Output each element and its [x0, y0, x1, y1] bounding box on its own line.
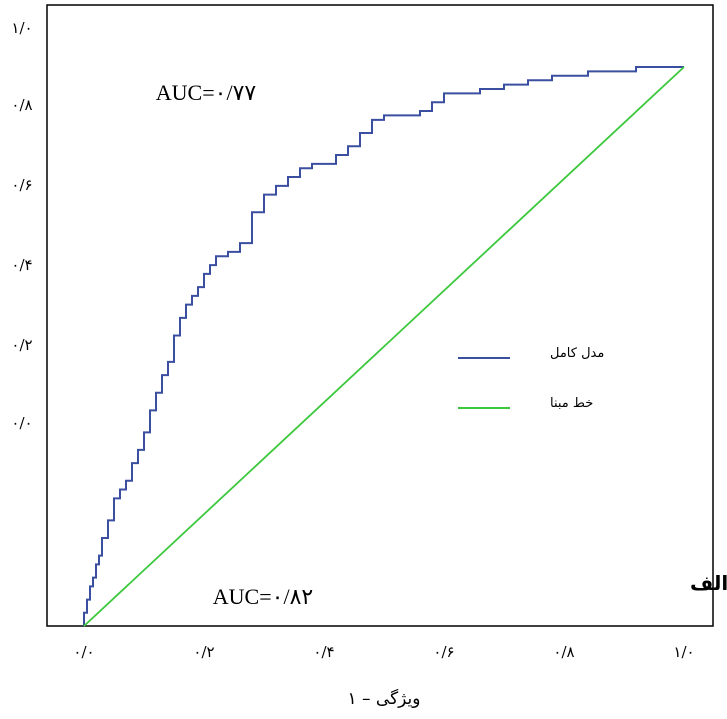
y-tick-labels: ۰/۰ ۰/۲ ۰/۴ ۰/۶ ۰/۸ ۱/۰: [11, 19, 32, 432]
legend: مدل کامل خط مبنا: [458, 346, 604, 411]
x-tick-label: ۱/۰: [673, 643, 694, 661]
x-tick-label: ۰/۲: [193, 643, 214, 661]
x-tick-label: ۰/۸: [553, 643, 574, 661]
legend-label: مدل کامل: [550, 346, 604, 361]
y-tick-label: ۰/۴: [11, 256, 32, 274]
series-line-baseline: [83, 66, 685, 627]
x-axis-label: ویژگی – ۱: [347, 688, 420, 709]
x-tick-label: ۰/۴: [313, 643, 334, 661]
series-layer: [83, 66, 685, 627]
y-tick-label: ۰/۶: [11, 176, 32, 194]
auc-annotation: AUC=۰/۷۷: [156, 80, 257, 105]
auc-annotation: AUC=۰/۸۲: [213, 584, 313, 609]
x-tick-labels: ۰/۰ ۰/۲ ۰/۴ ۰/۶ ۰/۸ ۱/۰: [73, 643, 694, 661]
series-line-full-model: [83, 66, 684, 626]
legend-label: خط مبنا: [550, 396, 593, 411]
x-tick-label: ۰/۰: [73, 643, 94, 661]
x-tick-label: ۰/۶: [433, 643, 454, 661]
y-tick-label: ۰/۸: [11, 96, 32, 114]
y-tick-label: ۱/۰: [11, 19, 32, 37]
y-tick-label: ۰/۲: [11, 336, 32, 354]
annotations: AUC=۰/۷۷ AUC=۰/۸۲: [156, 80, 313, 609]
panel-label: الف: [690, 571, 727, 595]
y-tick-label: ۰/۰: [11, 414, 32, 432]
plot-frame: [46, 4, 714, 627]
